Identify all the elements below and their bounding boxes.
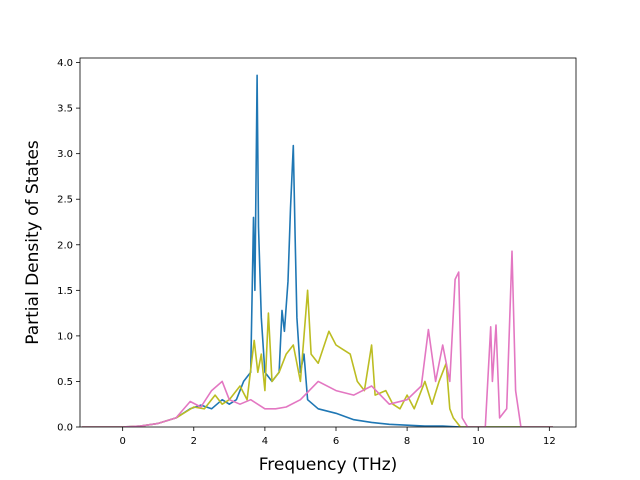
series-line-1 (81, 74, 553, 427)
series-line-3 (81, 250, 553, 427)
y-tick-label: 1.5 (57, 286, 73, 297)
x-tick-label: 12 (543, 436, 556, 447)
plot-frame (79, 57, 577, 428)
x-tick-label: 2 (191, 436, 197, 447)
y-tick-label: 1.0 (57, 331, 73, 342)
y-tick-label: 2.5 (57, 195, 73, 206)
y-axis-label: Partial Density of States (23, 140, 43, 345)
x-axis-label: Frequency (THz) (259, 455, 398, 475)
x-axis-ticks: 0 2 4 6 8 10 12 (119, 427, 556, 447)
x-tick-label: 4 (262, 436, 268, 447)
y-tick-label: 2.0 (57, 240, 73, 251)
y-tick-label: 0.0 (57, 423, 73, 434)
series-layer (81, 74, 553, 427)
series-line-2 (81, 289, 553, 427)
x-tick-label: 0 (119, 436, 125, 447)
y-tick-label: 3.5 (57, 104, 73, 115)
y-tick-label: 0.5 (57, 377, 73, 388)
x-tick-label: 6 (333, 436, 339, 447)
y-axis-ticks: 0.0 0.5 1.0 1.5 2.0 2.5 3.0 3.5 4.0 (57, 58, 80, 434)
x-tick-label: 10 (472, 436, 485, 447)
y-tick-label: 4.0 (57, 58, 73, 69)
y-tick-label: 3.0 (57, 149, 73, 160)
x-tick-label: 8 (404, 436, 410, 447)
